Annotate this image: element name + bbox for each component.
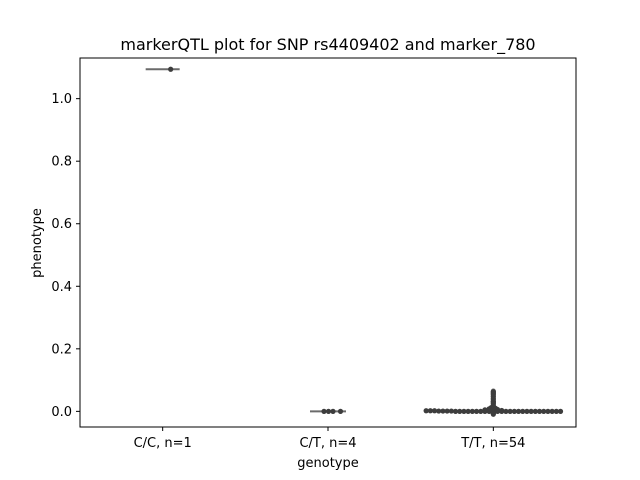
data-point [337, 408, 344, 414]
x-tick-label: C/C, n=1 [134, 436, 192, 451]
y-axis-label: phenotype [30, 208, 45, 278]
chart-title: markerQTL plot for SNP rs4409402 and mar… [120, 35, 535, 55]
data-point [490, 411, 496, 417]
data-point [536, 408, 543, 414]
data-point [469, 408, 475, 414]
data-point [431, 408, 438, 414]
x-axis-ticks: C/C, n=1 C/T, n=4 T/T, n=54 [134, 427, 525, 451]
y-tick-label: 0.0 [51, 405, 72, 420]
data-point [503, 408, 509, 414]
y-tick-label: 1.0 [51, 92, 72, 107]
y-axis-ticks: 0.0 0.2 0.4 0.6 0.8 1.0 [51, 92, 80, 420]
data-point [423, 408, 429, 414]
y-tick-label: 0.4 [51, 280, 72, 295]
data-point [515, 408, 522, 414]
data-point [532, 408, 538, 414]
data-point [440, 408, 446, 414]
y-tick-label: 0.8 [51, 155, 72, 170]
data-point [520, 408, 526, 414]
data-point [448, 408, 454, 414]
data-point [499, 408, 505, 414]
data-point [473, 408, 480, 414]
data-point [494, 408, 501, 414]
data-point [452, 408, 459, 414]
data-point [465, 408, 471, 414]
plot-frame [79, 57, 577, 428]
data-point [436, 408, 442, 414]
data-point [557, 408, 564, 414]
data-points [168, 66, 564, 417]
violins [145, 68, 514, 417]
data-point [524, 408, 530, 414]
data-point [427, 408, 433, 414]
data-point [553, 408, 559, 414]
y-tick-label: 0.6 [51, 217, 72, 232]
data-point [461, 408, 467, 414]
x-tick-label: T/T, n=54 [460, 436, 525, 451]
data-point [168, 66, 174, 72]
data-point [457, 408, 463, 414]
data-point [478, 408, 484, 414]
data-point [507, 408, 513, 414]
data-point [321, 408, 327, 414]
y-tick-label: 0.2 [51, 342, 72, 357]
data-point [444, 408, 450, 414]
data-point [325, 408, 332, 414]
data-point [482, 408, 488, 414]
data-point [486, 408, 492, 414]
x-tick-label: C/T, n=4 [299, 436, 356, 451]
data-point [528, 408, 534, 414]
data-point [541, 408, 547, 414]
data-point [545, 408, 551, 414]
x-axis-label: genotype [297, 456, 358, 471]
data-point [549, 408, 555, 414]
data-point [511, 408, 517, 414]
data-point [330, 408, 336, 414]
